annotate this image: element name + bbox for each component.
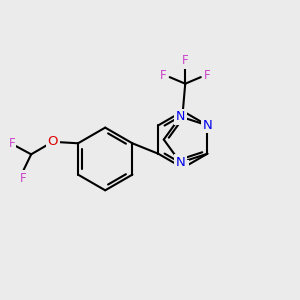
- Text: F: F: [182, 54, 188, 67]
- Text: F: F: [8, 137, 15, 150]
- Text: F: F: [20, 172, 27, 185]
- Text: F: F: [160, 69, 166, 82]
- Text: N: N: [202, 119, 212, 132]
- Text: N: N: [176, 110, 185, 123]
- Text: N: N: [178, 161, 188, 174]
- Text: N: N: [176, 156, 185, 169]
- Text: O: O: [47, 135, 58, 148]
- Text: F: F: [204, 69, 211, 82]
